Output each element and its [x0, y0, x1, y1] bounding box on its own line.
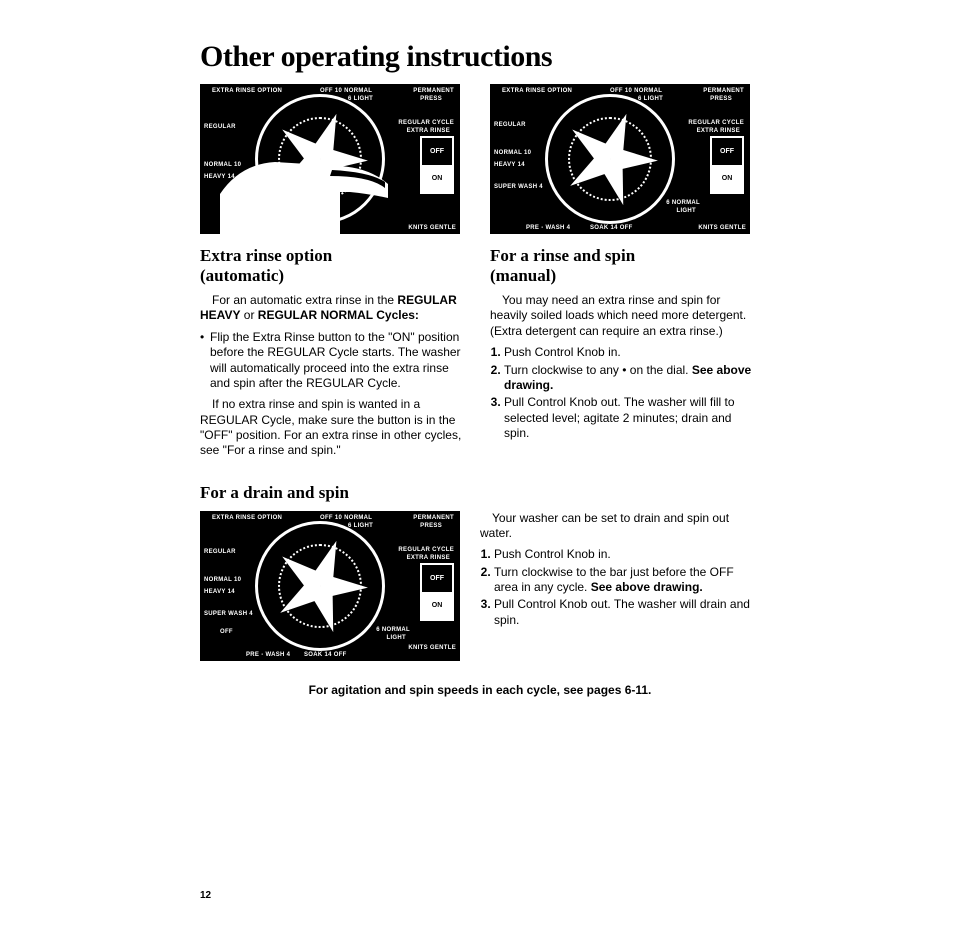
step-list: Push Control Knob in. Turn clockwise to …	[490, 345, 760, 441]
switch-off-label: OFF	[422, 565, 452, 592]
bullet-item: Flip the Extra Rinse button to the "ON" …	[200, 330, 470, 391]
panel-label: 6 LIGHT	[638, 96, 663, 102]
section-heading-auto-rinse: Extra rinse option (automatic)	[200, 246, 470, 285]
panel-label: NORMAL 10	[204, 577, 241, 583]
hand-pointing-icon	[220, 124, 390, 234]
panel-label: 6 LIGHT	[348, 523, 373, 529]
panel-label: 6 NORMAL	[376, 627, 410, 633]
dial-panel-drain-spin: EXTRA RINSE OPTION OFF 10 NORMAL 6 LIGHT…	[200, 511, 460, 661]
page-content: Other operating instructions EXTRA RINSE…	[200, 40, 760, 697]
step-list: Push Control Knob in. Turn clockwise to …	[480, 547, 760, 628]
step-item: Turn clockwise to any • on the dial. See…	[504, 363, 760, 394]
panel-label: REGULAR CYCLE	[398, 547, 454, 553]
footer-note: For agitation and spin speeds in each cy…	[200, 683, 760, 697]
panel-label: REGULAR CYCLE	[398, 120, 454, 126]
panel-label: HEAVY 14	[204, 589, 235, 595]
step-item: Push Control Knob in.	[504, 345, 760, 360]
section-heading-manual-rinse: For a rinse and spin (manual)	[490, 246, 760, 285]
panel-label: 6 LIGHT	[348, 96, 373, 102]
step-item: Pull Control Knob out. The washer will d…	[494, 597, 760, 628]
panel-label: LIGHT	[387, 635, 407, 641]
extra-rinse-switch-icon: OFF ON	[420, 136, 454, 194]
dial-ring-icon	[255, 521, 385, 651]
switch-on-label: ON	[422, 165, 452, 192]
panel-label: SOAK 14 OFF	[304, 652, 347, 658]
extra-rinse-switch-icon: OFF ON	[710, 136, 744, 194]
step-item: Turn clockwise to the bar just before th…	[494, 565, 760, 596]
switch-on-label: ON	[712, 165, 742, 192]
dial-panel-auto-rinse: EXTRA RINSE OPTION OFF 10 NORMAL 6 LIGHT…	[200, 84, 460, 234]
panel-label: SUPER WASH 4	[494, 184, 543, 190]
panel-label: OFF	[220, 629, 233, 635]
extra-rinse-switch-icon: OFF ON	[420, 563, 454, 621]
heading-line: (automatic)	[200, 266, 284, 285]
panel-label: PRESS	[420, 96, 442, 102]
switch-on-label: ON	[422, 592, 452, 619]
section-body-auto-rinse: For an automatic extra rinse in the REGU…	[200, 293, 470, 459]
panel-label: EXTRA RINSE	[697, 128, 740, 134]
page-title: Other operating instructions	[200, 40, 760, 74]
panel-label: PRESS	[710, 96, 732, 102]
panel-label: REGULAR	[494, 122, 526, 128]
panel-label: PERMANENT	[413, 515, 454, 521]
paragraph: You may need an extra rinse and spin for…	[490, 293, 760, 339]
section-body-drain-spin: Your washer can be set to drain and spin…	[480, 511, 760, 631]
col-left: EXTRA RINSE OPTION OFF 10 NORMAL 6 LIGHT…	[200, 84, 470, 465]
panel-label: HEAVY 14	[494, 162, 525, 168]
panel-label: OFF 10 NORMAL	[320, 515, 372, 521]
panel-label: EXTRA RINSE OPTION	[212, 88, 282, 94]
step-item: Pull Control Knob out. The washer will f…	[504, 395, 760, 441]
panel-label: KNITS GENTLE	[408, 645, 456, 651]
paragraph: If no extra rinse and spin is wanted in …	[200, 397, 470, 458]
panel-label: KNITS GENTLE	[408, 225, 456, 231]
text: For an automatic extra rinse in the	[212, 293, 397, 307]
dial-ring-icon	[545, 94, 675, 224]
panel-label: EXTRA RINSE	[407, 128, 450, 134]
col-right: EXTRA RINSE OPTION OFF 10 NORMAL 6 LIGHT…	[490, 84, 760, 465]
panel-label: REGULAR CYCLE	[688, 120, 744, 126]
page-number: 12	[200, 890, 211, 901]
panel-label: REGULAR	[204, 549, 236, 555]
panel-label: EXTRA RINSE	[407, 555, 450, 561]
paragraph: For an automatic extra rinse in the REGU…	[200, 293, 470, 324]
panel-label: PERMANENT	[413, 88, 454, 94]
step-item: Push Control Knob in.	[494, 547, 760, 562]
section-body-manual-rinse: You may need an extra rinse and spin for…	[490, 293, 760, 441]
panel-label: SOAK 14 OFF	[590, 225, 633, 231]
panel-label: PRESS	[420, 523, 442, 529]
row-drain-spin: EXTRA RINSE OPTION OFF 10 NORMAL 6 LIGHT…	[200, 511, 760, 661]
section-heading-drain-spin: For a drain and spin	[200, 483, 760, 503]
panel-label: KNITS GENTLE	[698, 225, 746, 231]
switch-off-label: OFF	[422, 138, 452, 165]
panel-label: EXTRA RINSE OPTION	[502, 88, 572, 94]
panel-label: PRE - WASH 4	[526, 225, 570, 231]
top-two-columns: EXTRA RINSE OPTION OFF 10 NORMAL 6 LIGHT…	[200, 84, 760, 465]
panel-label: OFF 10 NORMAL	[610, 88, 662, 94]
panel-label: OFF 10 NORMAL	[320, 88, 372, 94]
heading-line: (manual)	[490, 266, 556, 285]
panel-label: PERMANENT	[703, 88, 744, 94]
panel-label: SUPER WASH 4	[204, 611, 253, 617]
heading-line: For a rinse and spin	[490, 246, 635, 265]
dial-panel-manual-rinse: EXTRA RINSE OPTION OFF 10 NORMAL 6 LIGHT…	[490, 84, 750, 234]
panel-label: 6 NORMAL	[666, 200, 700, 206]
heading-line: Extra rinse option	[200, 246, 332, 265]
text: or	[240, 308, 257, 322]
text: Turn clockwise to any • on the dial.	[504, 363, 692, 377]
switch-off-label: OFF	[712, 138, 742, 165]
text-bold: REGULAR NORMAL Cycles:	[258, 308, 419, 322]
panel-label: EXTRA RINSE OPTION	[212, 515, 282, 521]
paragraph: Your washer can be set to drain and spin…	[480, 511, 760, 542]
text-bold: See above drawing.	[591, 580, 703, 594]
panel-label: LIGHT	[677, 208, 697, 214]
panel-label: PRE - WASH 4	[246, 652, 290, 658]
panel-label: NORMAL 10	[494, 150, 531, 156]
